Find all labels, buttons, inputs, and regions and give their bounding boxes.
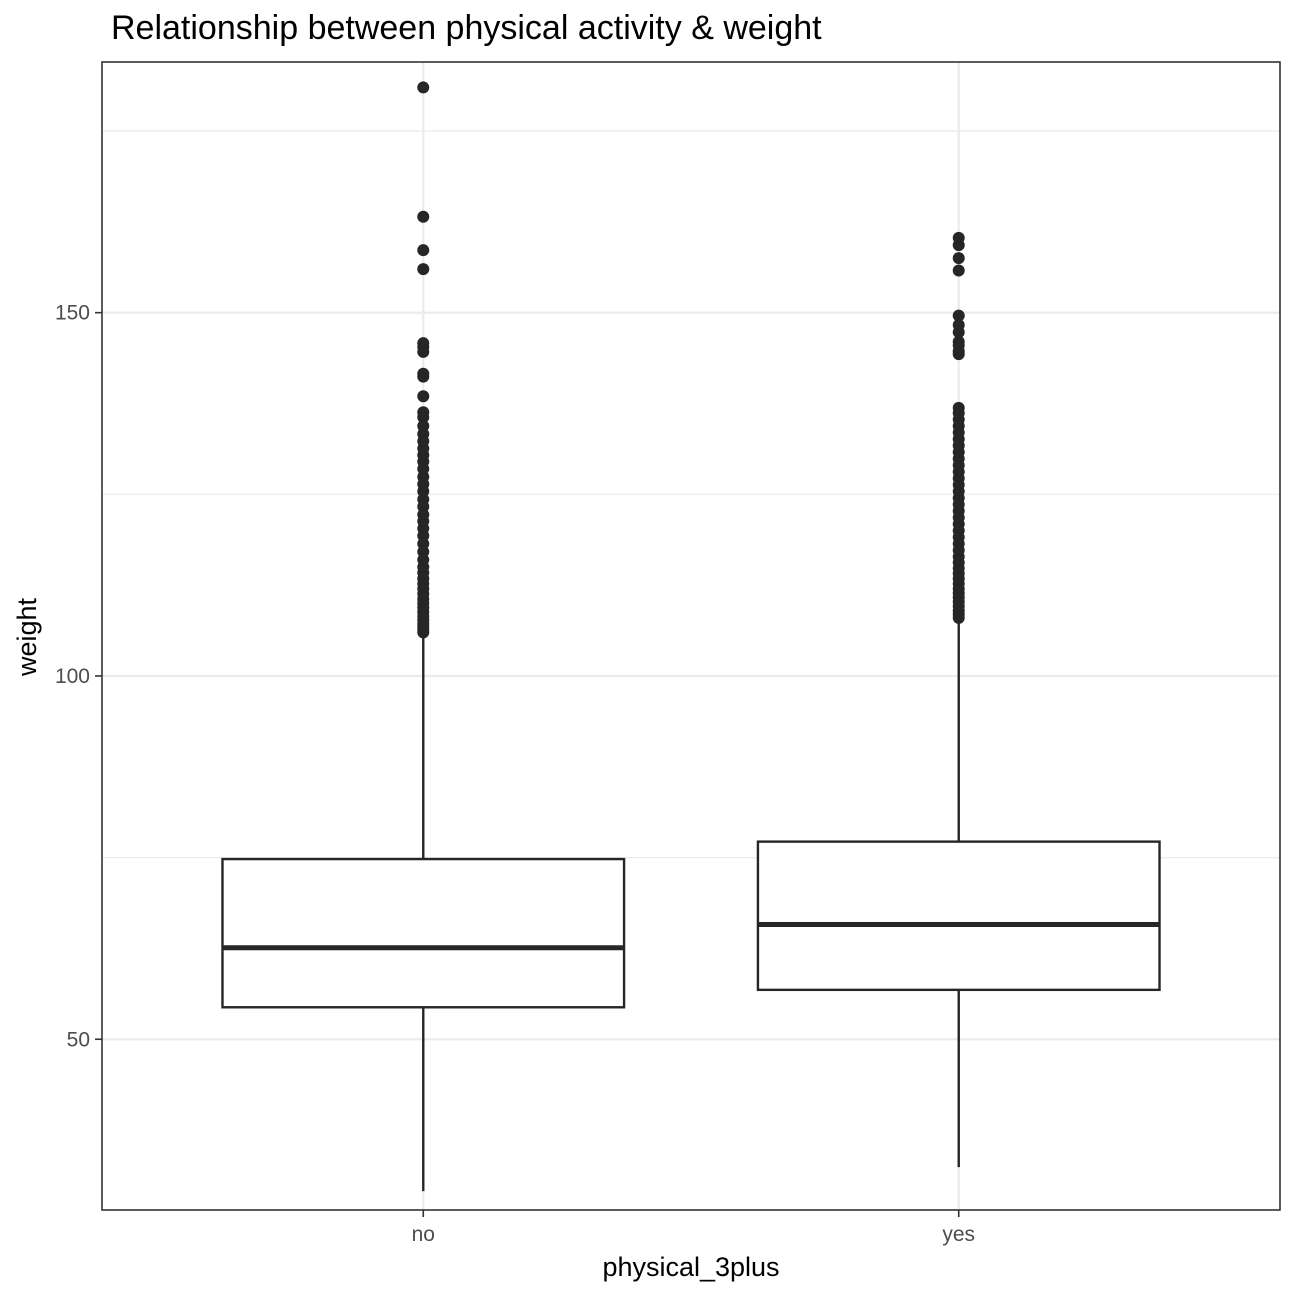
outlier-point [417, 367, 430, 380]
y-tick-label: 100 [55, 665, 90, 688]
y-tick-label: 150 [55, 302, 90, 325]
plot-panel [101, 61, 1281, 1211]
outlier-point [417, 210, 430, 223]
outlier-point [952, 264, 965, 277]
box-no [221, 81, 626, 1192]
outlier-point [417, 406, 430, 419]
outlier-point [952, 401, 965, 414]
outlier-point [952, 252, 965, 265]
x-axis-title: physical_3plus [602, 1252, 779, 1282]
outlier-point [417, 244, 430, 257]
outlier-point [952, 335, 965, 348]
iqr-box [221, 857, 626, 1009]
y-tick-label: 50 [67, 1028, 90, 1051]
panel-border [101, 61, 1281, 1211]
outlier-point [417, 390, 430, 403]
outlier-point [952, 309, 965, 322]
outlier-point [417, 420, 430, 433]
outlier-point [952, 319, 965, 332]
outlier-point [417, 263, 430, 276]
x-tick-label: no [412, 1223, 435, 1246]
box-yes [756, 231, 1161, 1168]
outlier-point [417, 81, 430, 94]
y-axis-title: weight [12, 597, 42, 677]
chart-title: Relationship between physical activity &… [111, 9, 822, 47]
outlier-point [952, 231, 965, 244]
outlier-point [417, 337, 430, 350]
x-tick-label: yes [942, 1223, 975, 1246]
iqr-box [756, 840, 1161, 992]
